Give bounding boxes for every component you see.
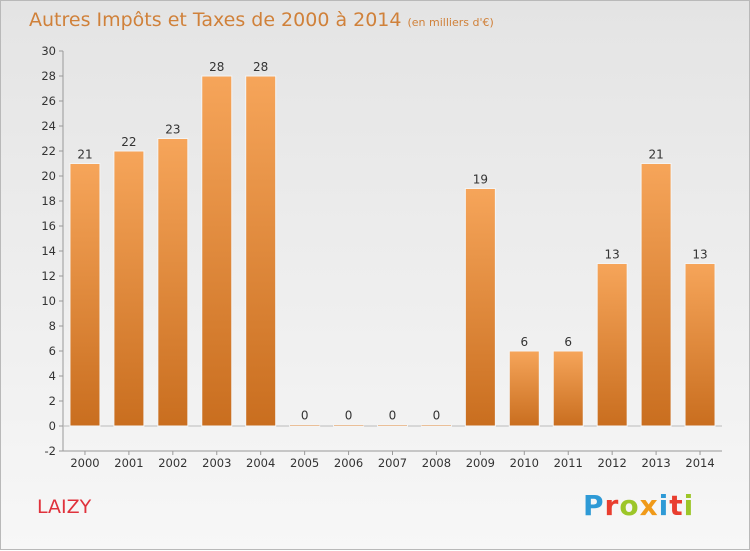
y-tick-label: 28 [41, 69, 56, 83]
bar-value-label: 22 [121, 135, 136, 149]
x-tick-label: 2004 [246, 456, 275, 470]
logo-letter: t [669, 489, 684, 522]
x-tick-label: 2009 [466, 456, 495, 470]
logo-letter: i [683, 489, 695, 522]
bar [69, 163, 101, 427]
bar-value-label: 0 [389, 409, 397, 423]
bar [201, 75, 233, 427]
y-tick-label: 30 [41, 44, 56, 58]
bar-value-label: 23 [165, 123, 180, 137]
chart-unit: (en milliers d'€) [407, 16, 494, 29]
proxiti-logo: Proxiti [583, 489, 694, 522]
x-tick-label: 2007 [378, 456, 407, 470]
chart-title: Autres Impôts et Taxes de 2000 à 2014 (en… [29, 9, 494, 31]
y-tick-label: 10 [41, 294, 56, 308]
bar-value-label: 0 [345, 409, 353, 423]
x-tick-label: 2005 [290, 456, 319, 470]
bar-value-label: 0 [301, 409, 309, 423]
bar [245, 75, 277, 427]
y-tick-label: 22 [41, 144, 56, 158]
x-tick-label: 2011 [554, 456, 583, 470]
bar [420, 424, 452, 427]
x-tick-label: 2014 [685, 456, 714, 470]
y-tick-label: 16 [41, 219, 56, 233]
logo-letter: i [658, 489, 670, 522]
logo-letter: o [619, 489, 640, 522]
bar-value-label: 13 [692, 248, 707, 262]
y-tick-label: 26 [41, 94, 56, 108]
commune-name: LAIZY [37, 496, 92, 518]
x-tick-label: 2012 [598, 456, 627, 470]
bar [464, 188, 496, 427]
y-tick-label: 12 [41, 269, 56, 283]
x-tick-label: 2013 [641, 456, 670, 470]
bar [157, 138, 189, 427]
logo-letter: P [583, 489, 605, 522]
x-tick-label: 2010 [510, 456, 539, 470]
chart-title-text: Autres Impôts et Taxes de 2000 à 2014 [29, 9, 402, 31]
y-tick-label: 2 [49, 394, 56, 408]
bar [640, 163, 672, 427]
x-tick-label: 2003 [202, 456, 231, 470]
bar [508, 350, 540, 427]
bar-value-label: 13 [605, 248, 620, 262]
bar-value-label: 0 [433, 409, 441, 423]
bar [333, 424, 365, 427]
x-tick-label: 2000 [70, 456, 99, 470]
bar-value-label: 6 [564, 335, 572, 349]
x-tick-label: 2001 [114, 456, 143, 470]
y-tick-label: -2 [45, 444, 56, 458]
y-tick-label: 4 [49, 369, 56, 383]
bar [113, 150, 145, 427]
bar [552, 350, 584, 427]
y-tick-label: 14 [41, 244, 56, 258]
x-tick-label: 2006 [334, 456, 363, 470]
x-tick-label: 2002 [158, 456, 187, 470]
bar [377, 424, 408, 427]
logo-letter: r [604, 489, 620, 522]
y-tick-label: 24 [41, 119, 56, 133]
bar-value-label: 21 [77, 148, 92, 162]
bar-value-label: 6 [520, 335, 528, 349]
bar [289, 424, 321, 427]
y-tick-label: 18 [41, 194, 56, 208]
bar-value-label: 28 [209, 60, 224, 74]
bar-value-label: 21 [648, 148, 663, 162]
bar [684, 263, 716, 427]
bar-value-label: 19 [473, 173, 488, 187]
y-tick-label: 0 [49, 419, 56, 433]
x-tick-label: 2008 [422, 456, 451, 470]
bar [596, 263, 628, 427]
y-tick-label: 8 [49, 319, 56, 333]
y-tick-label: 6 [49, 344, 56, 358]
logo-letter: x [639, 489, 659, 522]
y-tick-label: 20 [41, 169, 56, 183]
bar-value-label: 28 [253, 60, 268, 74]
